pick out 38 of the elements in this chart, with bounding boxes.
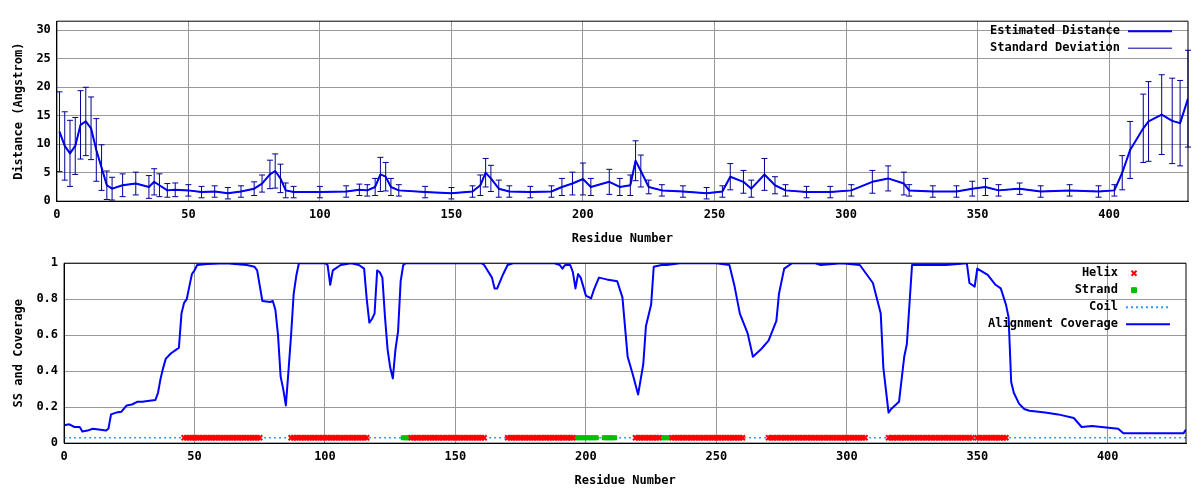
x-axis-title: Residue Number	[574, 472, 676, 487]
y-tick-label: 0	[43, 193, 51, 208]
y-tick-label: 0.4	[36, 363, 59, 378]
x-tick-label: 100	[309, 206, 331, 221]
y-tick-label: 5	[43, 164, 51, 179]
x-tick-label: 400	[1096, 448, 1119, 463]
x-axis-title: Residue Number	[571, 230, 673, 245]
y-tick-label: 0.2	[36, 399, 59, 414]
x-tick-label: 100	[314, 448, 336, 463]
y-axis-title: Distance (Angstrom)	[11, 42, 26, 180]
legend-label: Strand	[1074, 282, 1118, 297]
x-tick-label: 150	[440, 206, 463, 221]
x-tick-label: 350	[966, 448, 989, 463]
y-tick-label: 0.8	[36, 291, 59, 306]
x-tick-label: 300	[835, 448, 858, 463]
y-tick-label: 10	[36, 136, 51, 151]
x-tick-label: 400	[1098, 206, 1120, 221]
x-tick-label: 250	[703, 206, 726, 221]
y-tick-label: 0	[50, 435, 59, 450]
y-tick-label: 20	[36, 79, 51, 94]
x-tick-label: 250	[705, 448, 728, 463]
x-tick-label: 300	[835, 206, 857, 221]
x-tick-label: 50	[187, 448, 202, 463]
legend-label: Estimated Distance	[989, 23, 1120, 38]
legend-label: Standard Deviation	[989, 40, 1120, 55]
y-tick-label: 0.6	[36, 327, 59, 342]
x-tick-label: 200	[575, 448, 597, 463]
x-tick-label: 200	[572, 206, 594, 221]
y-tick-label: 1	[50, 255, 59, 270]
y-tick-label: 30	[36, 22, 51, 37]
y-tick-label: 25	[36, 50, 51, 65]
legend-label: Helix	[1081, 265, 1118, 280]
y-axis-title: SS and Coverage	[11, 299, 26, 408]
y-tick-label: 15	[36, 107, 51, 122]
x-tick-label: 150	[444, 448, 467, 463]
x-tick-label: 50	[181, 206, 196, 221]
x-tick-label: 350	[966, 206, 989, 221]
legend-label: Coil	[1089, 299, 1118, 314]
